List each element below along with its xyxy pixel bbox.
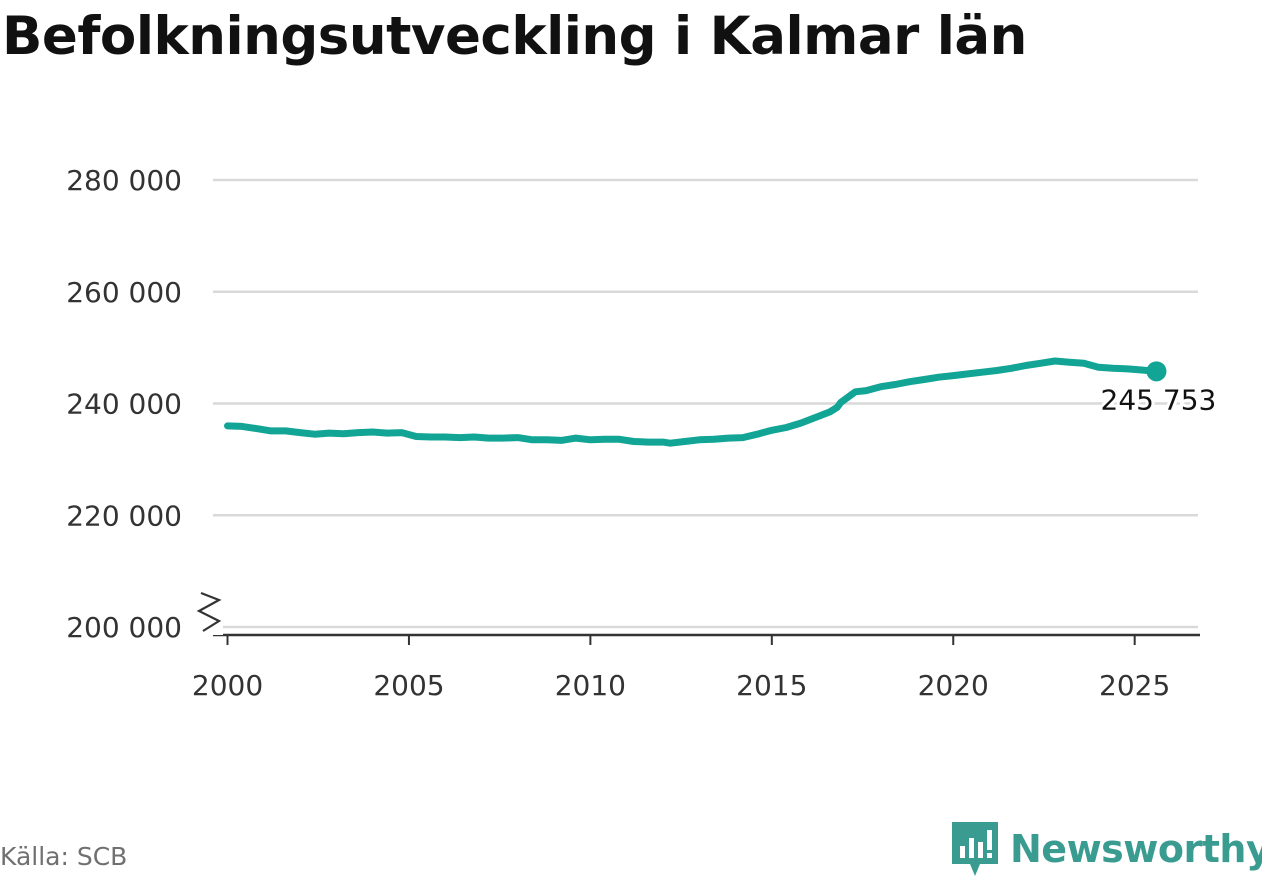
x-axis <box>196 589 1200 645</box>
last-value-label: 245 753 <box>1101 383 1217 416</box>
x-tick-label: 2010 <box>555 669 626 702</box>
x-tick-label: 2005 <box>373 669 444 702</box>
y-tick-label: 220 000 <box>66 499 182 532</box>
brand-logo: Newsworthy <box>950 818 1262 879</box>
chart-title: Befolkningsutveckling i Kalmar län <box>2 6 1027 67</box>
axis-break-icon <box>196 591 222 632</box>
series-layer <box>224 357 1167 447</box>
y-tick-label: 280 000 <box>66 164 182 197</box>
y-tick-label: 260 000 <box>66 276 182 309</box>
x-tick-label: 2025 <box>1099 669 1170 702</box>
x-tick-label: 2015 <box>736 669 807 702</box>
source-note: Källa: SCB <box>0 842 128 871</box>
brand-name: Newsworthy <box>1010 827 1262 871</box>
newsworthy-logo-icon <box>952 822 998 876</box>
x-tick-label: 2000 <box>192 669 263 702</box>
tick-labels: 200 000 220 000 240 000 260 000 280 000 2000 2… <box>66 164 1219 702</box>
y-tick-label: 200 000 <box>66 611 182 644</box>
grid-lines <box>213 178 1198 629</box>
y-tick-label: 240 000 <box>66 388 182 421</box>
last-point-marker <box>1146 361 1167 382</box>
x-tick-label: 2020 <box>918 669 989 702</box>
series-line <box>224 357 1160 447</box>
